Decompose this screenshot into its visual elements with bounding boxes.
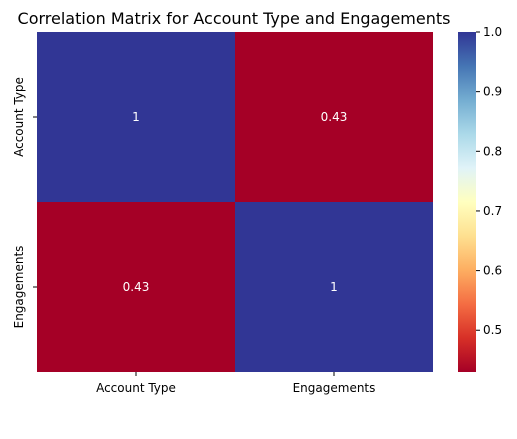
cell-annotations: 1 0.43 0.43 1: [123, 110, 348, 294]
colorbar-tick-label: 0.8: [483, 144, 502, 158]
colorbar-tick-label: 1.0: [483, 25, 502, 39]
colorbar-tick-label: 0.9: [483, 85, 502, 99]
heatmap-cells: [37, 32, 433, 372]
colorbar: [458, 32, 476, 372]
x-axis: Account Type Engagements: [96, 372, 375, 395]
cell-annotation: 0.43: [123, 280, 150, 294]
colorbar-tick-label: 0.7: [483, 204, 502, 218]
y-axis: Account Type Engagements: [12, 77, 37, 328]
cell-annotation: 1: [330, 280, 338, 294]
heatmap-cell: [235, 202, 433, 372]
colorbar-tick-label: 0.6: [483, 264, 502, 278]
cell-annotation: 0.43: [321, 110, 348, 124]
colorbar-ticks: 0.5 0.6 0.7 0.8 0.9 1.0: [476, 25, 502, 337]
x-tick-label: Engagements: [293, 381, 376, 395]
colorbar-tick-label: 0.5: [483, 323, 502, 337]
heatmap-cell: [37, 202, 235, 372]
y-tick-label: Engagements: [12, 246, 26, 329]
heatmap-cell: [37, 32, 235, 202]
heatmap-cell: [235, 32, 433, 202]
chart-title: Correlation Matrix for Account Type and …: [18, 9, 451, 28]
x-tick-label: Account Type: [96, 381, 176, 395]
y-tick-label: Account Type: [12, 77, 26, 157]
cell-annotation: 1: [132, 110, 140, 124]
